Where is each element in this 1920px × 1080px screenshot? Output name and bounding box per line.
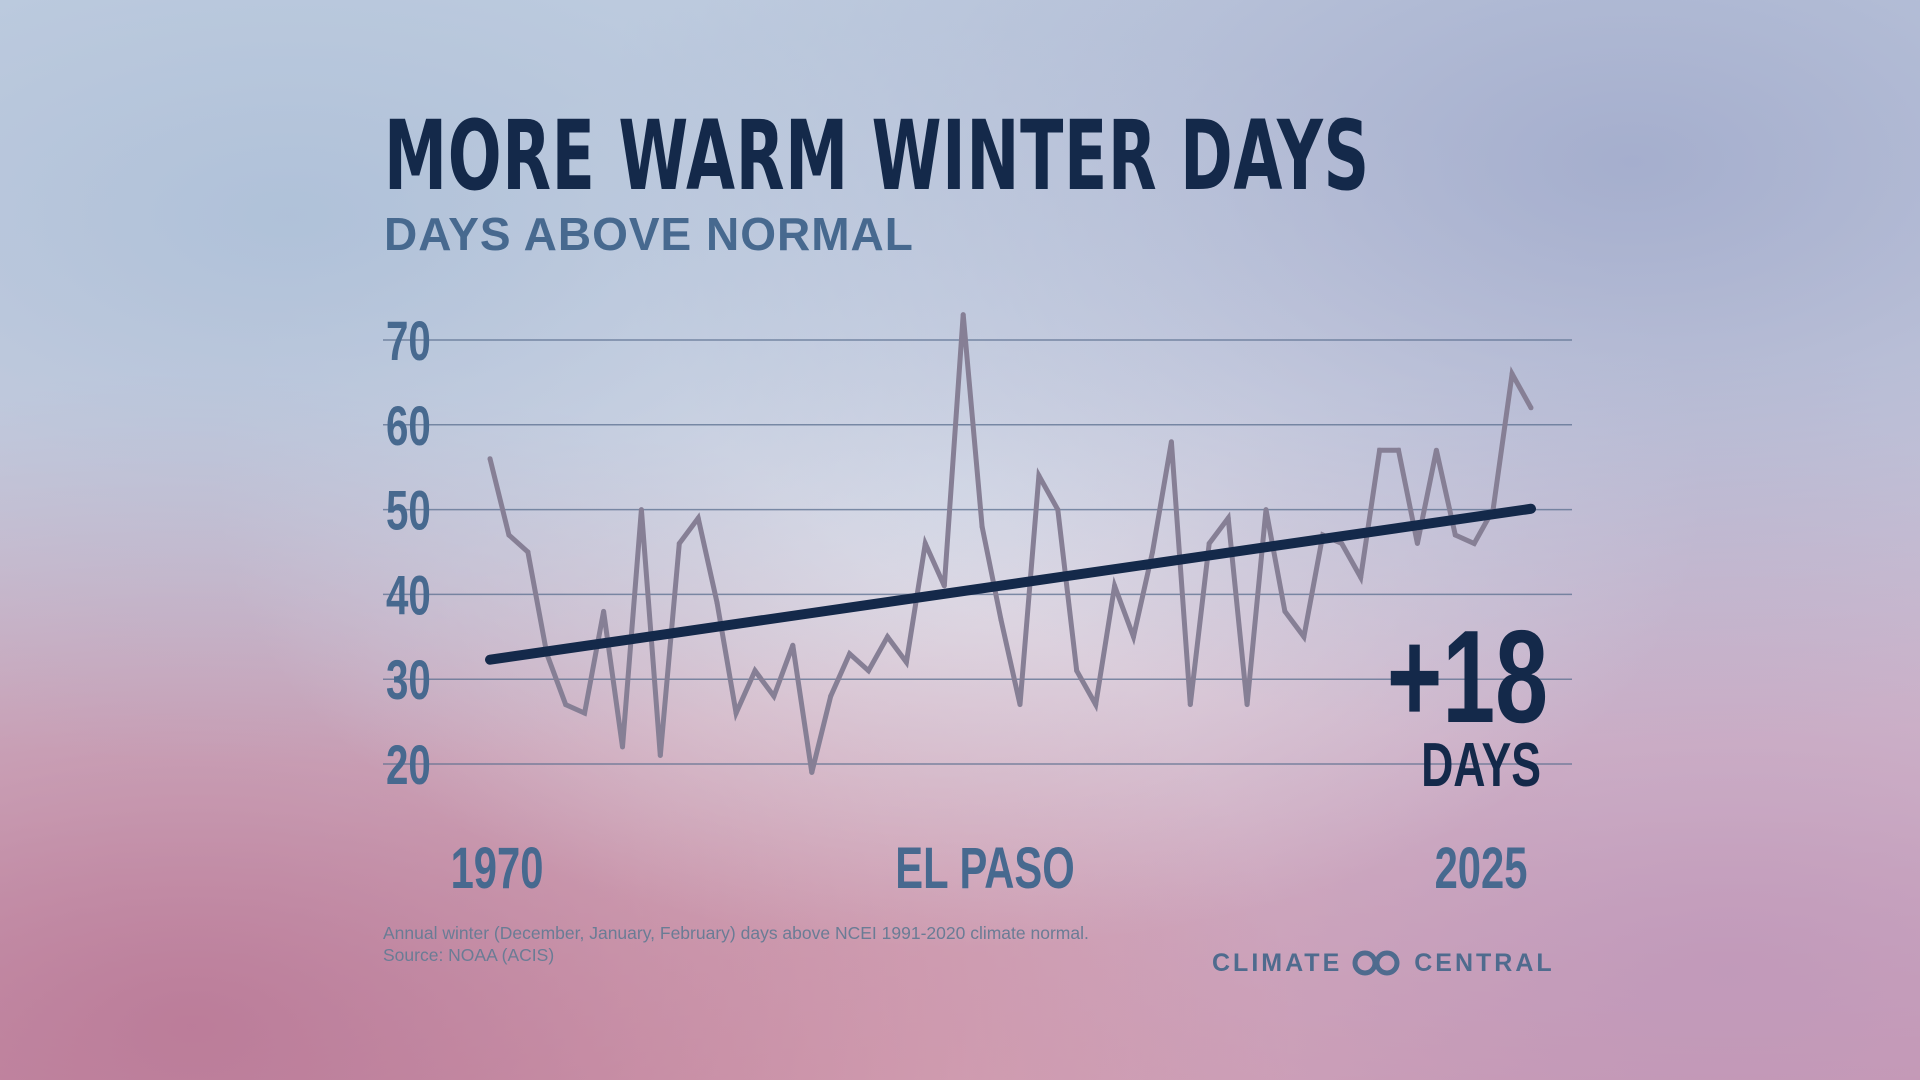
logo-text-central: CENTRAL (1414, 948, 1555, 977)
x-tick-label-start: 1970 (451, 835, 544, 900)
data-point-1980 (676, 541, 682, 546)
data-point-1996 (979, 524, 985, 530)
data-point-2016 (1358, 574, 1364, 580)
data-point-2000 (1055, 507, 1061, 513)
data-point-1991 (885, 634, 890, 640)
data-point-2003 (1112, 583, 1118, 589)
data-point-1981 (695, 515, 701, 521)
data-point-2009 (1225, 515, 1231, 521)
data-point-1978 (638, 507, 644, 513)
data-point-2001 (1074, 668, 1080, 674)
data-point-1994 (941, 583, 947, 589)
data-point-2021 (1452, 532, 1458, 538)
x-tick-label-end: 2025 (1435, 835, 1528, 900)
gridlines (383, 339, 1572, 765)
data-point-1977 (620, 744, 625, 750)
data-point-2002 (1093, 702, 1099, 708)
data-point-1984 (752, 668, 758, 674)
data-point-2008 (1206, 541, 1212, 546)
data-point-1970 (487, 456, 493, 462)
data-point-2005 (1150, 549, 1155, 555)
data-point-2004 (1131, 634, 1136, 640)
y-tick-label-30: 30 (386, 650, 431, 712)
y-tick-label-50: 50 (386, 480, 431, 542)
data-point-2015 (1339, 541, 1345, 546)
y-tick-labels: 20 30 40 50 60 70 (386, 311, 431, 797)
y-tick-label-60: 60 (386, 395, 431, 457)
data-point-1983 (733, 710, 739, 716)
data-point-1975 (582, 710, 588, 716)
change-unit: DAYS (1421, 731, 1541, 800)
data-point-1979 (657, 753, 663, 758)
data-point-2012 (1282, 608, 1288, 614)
data-point-2010 (1244, 702, 1250, 708)
y-tick-label-40: 40 (386, 565, 431, 627)
data-point-1992 (903, 659, 909, 665)
climate-central-infinity-icon (1352, 950, 1400, 976)
trend-line (485, 503, 1536, 665)
data-point-1971 (506, 532, 512, 538)
data-point-1986 (790, 642, 796, 648)
chart-title: MORE WARM WINTER DAYS (384, 100, 1370, 212)
data-point-2013 (1301, 634, 1307, 640)
data-point-2025 (1528, 405, 1534, 411)
data-point-2020 (1433, 447, 1439, 453)
data-point-1989 (847, 651, 853, 657)
climate-central-logo: CLIMATE CENTRAL (1212, 946, 1555, 980)
chart-subtitle: DAYS ABOVE NORMAL (384, 208, 914, 260)
data-point-1972 (525, 549, 531, 555)
data-point-2007 (1187, 702, 1193, 708)
data-point-2018 (1396, 447, 1401, 453)
data-point-1987 (809, 770, 815, 775)
footnote: Annual winter (December, January, Februa… (383, 922, 1089, 966)
series-line-0 (487, 314, 1534, 774)
logo-text-climate: CLIMATE (1212, 948, 1343, 977)
data-point-2022 (1471, 541, 1477, 546)
data-point-1982 (714, 600, 720, 606)
data-point-1998 (1017, 702, 1023, 708)
data-series (487, 312, 1534, 775)
data-point-2017 (1377, 447, 1383, 453)
data-point-1990 (866, 668, 871, 674)
data-point-1997 (998, 617, 1004, 623)
data-point-2024 (1509, 371, 1515, 377)
change-annotation: +18 DAYS (1387, 604, 1548, 800)
y-tick-label-70: 70 (386, 311, 431, 373)
data-point-1988 (828, 693, 834, 699)
footnote-source: Source: NOAA (ACIS) (383, 945, 555, 965)
change-value: +18 (1387, 604, 1548, 751)
data-point-2011 (1263, 507, 1269, 513)
location-label: EL PASO (895, 835, 1074, 900)
data-point-1976 (601, 608, 607, 614)
data-point-2019 (1414, 541, 1420, 546)
footnote-description: Annual winter (December, January, Februa… (383, 923, 1089, 943)
data-point-2006 (1168, 439, 1174, 445)
data-point-1985 (771, 693, 777, 699)
trend-layer (485, 503, 1536, 665)
data-point-1999 (1036, 473, 1042, 479)
x-tick-labels: 1970 EL PASO 2025 (451, 835, 1528, 900)
y-tick-label-20: 20 (386, 735, 431, 797)
data-point-1993 (922, 541, 928, 546)
data-point-1995 (960, 312, 966, 318)
data-point-1974 (563, 702, 569, 708)
